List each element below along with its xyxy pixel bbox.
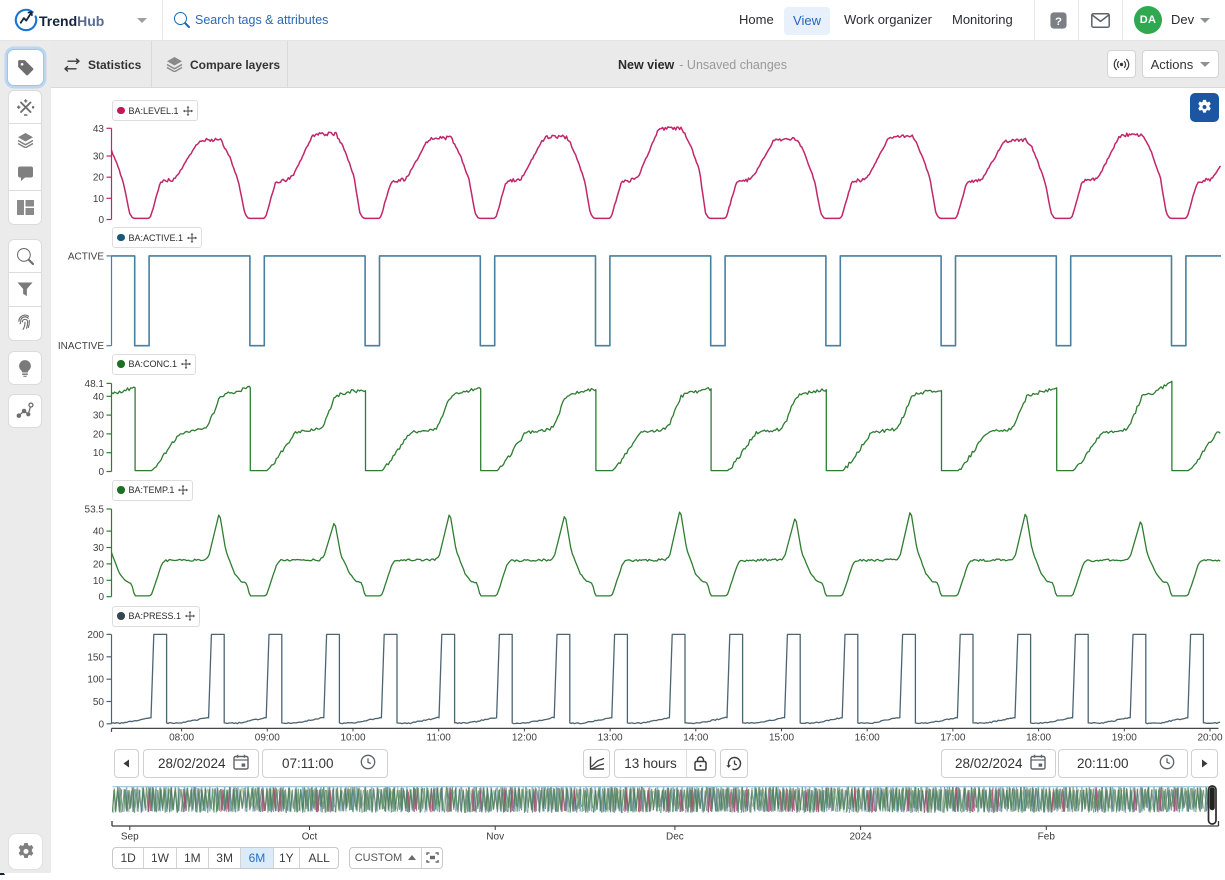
svg-text:15:00: 15:00 <box>769 733 794 744</box>
svg-text:20: 20 <box>93 173 105 184</box>
svg-text:13:00: 13:00 <box>598 733 623 744</box>
svg-text:200: 200 <box>87 630 104 641</box>
svg-text:18:00: 18:00 <box>1026 733 1051 744</box>
svg-text:09:00: 09:00 <box>255 733 280 744</box>
svg-text:?: ? <box>1055 16 1062 28</box>
svg-text:ACTIVE: ACTIVE <box>68 251 104 262</box>
svg-text:INACTIVE: INACTIVE <box>58 341 104 352</box>
svg-text:0: 0 <box>98 592 104 603</box>
svg-text:10: 10 <box>93 194 105 205</box>
svg-text:Feb: Feb <box>1038 832 1056 843</box>
svg-text:20:00: 20:00 <box>1197 733 1222 744</box>
svg-text:16:00: 16:00 <box>855 733 880 744</box>
svg-text:14:00: 14:00 <box>683 733 708 744</box>
svg-text:40: 40 <box>93 392 105 403</box>
svg-text:50: 50 <box>93 697 105 708</box>
svg-text:Sep: Sep <box>121 832 139 843</box>
svg-text:43: 43 <box>93 124 105 135</box>
svg-text:30: 30 <box>93 543 105 554</box>
svg-text:150: 150 <box>87 652 104 663</box>
svg-text:40: 40 <box>93 527 105 538</box>
svg-text:10: 10 <box>93 448 105 459</box>
svg-text:30: 30 <box>93 152 105 163</box>
svg-text:08:00: 08:00 <box>169 733 194 744</box>
svg-text:12:00: 12:00 <box>512 733 537 744</box>
svg-text:19:00: 19:00 <box>1112 733 1137 744</box>
svg-text:100: 100 <box>87 675 104 686</box>
svg-text:Dec: Dec <box>666 832 684 843</box>
svg-text:11:00: 11:00 <box>427 733 452 744</box>
svg-text:2024: 2024 <box>849 832 872 843</box>
svg-text:30: 30 <box>93 411 105 422</box>
svg-text:0: 0 <box>98 719 104 730</box>
svg-text:0: 0 <box>98 215 104 226</box>
svg-text:10: 10 <box>93 576 105 587</box>
svg-text:Oct: Oct <box>302 832 318 843</box>
svg-text:10:00: 10:00 <box>340 733 365 744</box>
svg-text:0: 0 <box>98 467 104 478</box>
svg-text:53.5: 53.5 <box>85 505 105 516</box>
svg-text:Nov: Nov <box>486 832 504 843</box>
svg-text:20: 20 <box>93 559 105 570</box>
svg-text:48.1: 48.1 <box>85 379 105 390</box>
svg-text:20: 20 <box>93 429 105 440</box>
svg-text:17:00: 17:00 <box>940 733 965 744</box>
